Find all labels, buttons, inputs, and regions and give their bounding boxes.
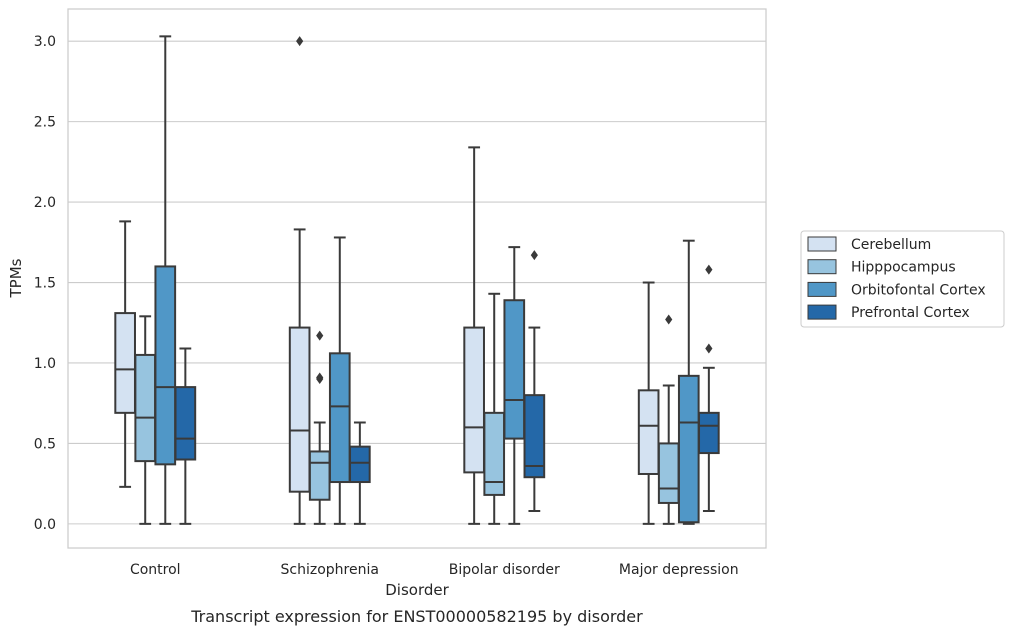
box-group xyxy=(463,146,485,525)
box xyxy=(288,326,311,493)
box xyxy=(698,411,720,455)
legend-swatch xyxy=(807,281,837,297)
outlier-point xyxy=(316,372,324,383)
box-group xyxy=(483,292,506,525)
box xyxy=(134,353,157,463)
box-group xyxy=(288,36,311,525)
outlier-point xyxy=(705,264,713,275)
y-tick-label: 2.0 xyxy=(34,195,56,211)
box xyxy=(349,445,371,484)
y-tick-label: 3.0 xyxy=(34,34,56,50)
box-group xyxy=(154,35,177,525)
box xyxy=(174,386,197,461)
legend-label: Cerebellum xyxy=(851,237,931,253)
box-group xyxy=(503,246,526,525)
x-tick-label: Schizophrenia xyxy=(281,562,379,578)
box-group xyxy=(677,239,700,525)
chart-title: Transcript expression for ENST0000058219… xyxy=(190,607,643,626)
y-tick-label: 0.0 xyxy=(34,517,56,533)
box-group xyxy=(349,421,371,525)
x-axis-ticks: Control Schizophrenia Bipolar disorder Majo… xyxy=(130,562,739,578)
box-group xyxy=(308,330,331,525)
y-axis-ticks: 0.0 0.5 1.0 1.5 2.0 2.5 3.0 xyxy=(34,34,56,533)
x-tick-label: Control xyxy=(130,562,181,578)
outlier-point xyxy=(705,343,713,354)
box xyxy=(328,352,351,484)
legend-swatch xyxy=(807,304,837,320)
box xyxy=(463,326,485,474)
outlier-point xyxy=(530,250,538,261)
legend-label: Hipppocampus xyxy=(851,260,956,276)
box xyxy=(114,312,136,414)
box xyxy=(523,394,546,479)
box-group xyxy=(134,315,157,525)
x-axis-label: Disorder xyxy=(385,581,449,599)
box xyxy=(637,389,660,475)
y-tick-label: 0.5 xyxy=(34,436,56,452)
outlier-point xyxy=(296,36,304,47)
legend: Cerebellum Hipppocampus Orbitofontal Corte… xyxy=(800,230,1005,328)
legend-frame xyxy=(800,230,1005,328)
box xyxy=(154,265,177,466)
box xyxy=(657,442,680,504)
legend-swatch xyxy=(807,236,837,252)
box-group xyxy=(523,250,546,512)
y-axis-label: TPMs xyxy=(7,258,25,298)
box xyxy=(503,299,526,440)
y-tick-label: 1.5 xyxy=(34,276,56,292)
legend-label: Prefrontal Cortex xyxy=(851,305,970,321)
box-group xyxy=(328,236,351,525)
box-group xyxy=(657,314,680,525)
y-tick-label: 1.0 xyxy=(34,356,56,372)
box-group xyxy=(698,264,720,512)
x-tick-label: Bipolar disorder xyxy=(449,562,560,578)
outlier-point xyxy=(316,330,324,341)
y-tick-label: 2.5 xyxy=(34,115,56,131)
box-series xyxy=(114,35,720,525)
x-tick-label: Major depression xyxy=(619,562,739,578)
outlier-point xyxy=(665,314,673,325)
box-group xyxy=(637,281,660,525)
box xyxy=(308,450,331,501)
legend-swatch xyxy=(807,259,837,275)
legend-label: Orbitofontal Cortex xyxy=(851,282,986,298)
box xyxy=(483,411,506,496)
box-group xyxy=(174,347,197,525)
box xyxy=(677,374,700,524)
